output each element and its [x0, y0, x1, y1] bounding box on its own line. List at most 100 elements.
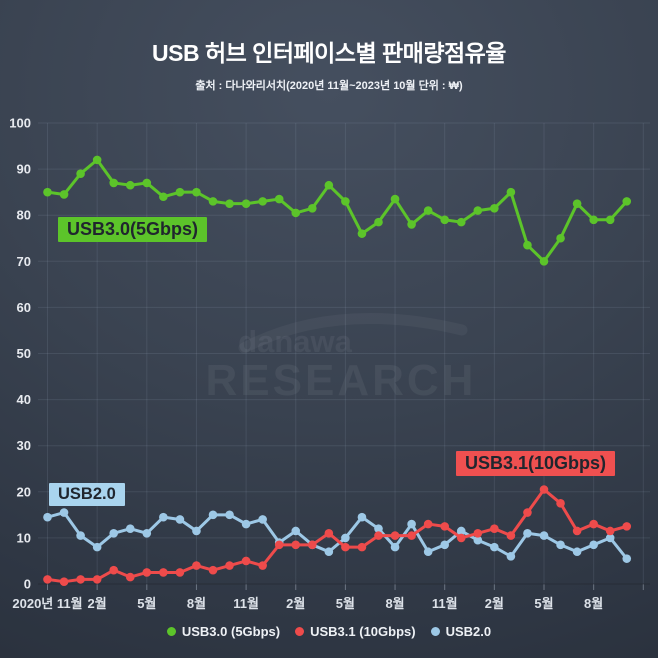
series-usb20-point — [506, 552, 516, 561]
series-usb31-point — [208, 565, 218, 575]
chart-title: USB 허브 인터페이스별 판매량점유율 — [152, 40, 506, 66]
series-usb30-point — [539, 257, 549, 266]
series-usb20-point — [390, 542, 400, 552]
series-usb30-point — [241, 199, 251, 208]
series-usb30-point — [159, 192, 168, 202]
series-usb31-point — [589, 519, 598, 529]
series-usb20-point — [208, 510, 218, 520]
series-usb31-point — [59, 577, 69, 586]
series-usb30-point — [556, 233, 565, 243]
series-usb20-point — [142, 528, 152, 538]
series-usb30-point — [572, 199, 582, 208]
series-usb31-point — [622, 522, 632, 531]
legend-dot-usb30-icon — [166, 627, 176, 636]
series-label-usb20: USB2.0 — [49, 483, 125, 506]
x-axis-tick-label: 5월 — [534, 596, 553, 611]
series-usb30-point — [390, 194, 400, 204]
series-usb20-point — [523, 528, 532, 538]
series-usb20-point — [241, 519, 251, 529]
legend-dot-usb31-icon — [295, 627, 305, 636]
series-usb30 — [43, 155, 632, 266]
series-usb30-point — [109, 178, 118, 188]
series-usb31-point — [341, 542, 350, 552]
series-usb20-point — [324, 547, 334, 557]
series-usb30-point — [374, 217, 383, 227]
series-usb20-point — [374, 524, 383, 533]
series-usb20-point — [225, 510, 234, 520]
series-usb20-point — [43, 512, 52, 522]
series-usb30-point — [423, 206, 433, 215]
series-usb31-point — [473, 528, 483, 538]
series-usb31-point — [241, 556, 251, 566]
series-usb30-point — [175, 187, 185, 197]
y-axis-tick-label: 100 — [9, 116, 31, 131]
series-usb20-point — [556, 540, 565, 550]
series-usb30-point — [142, 178, 152, 188]
series-usb31-point — [192, 561, 201, 570]
series-usb30-point — [59, 190, 69, 199]
legend-label-usb20: USB2.0 — [445, 624, 492, 639]
x-axis-tick-label: 2020년 11월 — [12, 596, 82, 611]
legend: USB3.0 (5Gbps) USB3.1 (10Gbps) USB2.0 — [0, 624, 658, 639]
series-usb30-line — [46, 158, 629, 263]
y-axis-tick-label: 20 — [17, 484, 31, 499]
series-usb31-point — [225, 561, 234, 570]
series-usb20-point — [125, 524, 135, 533]
series-usb30-point — [341, 197, 350, 206]
series-usb30-point — [440, 215, 450, 225]
series-usb20-point — [59, 508, 69, 517]
series-usb20-point — [109, 528, 118, 538]
series-usb30-point — [92, 155, 102, 165]
series-usb31-point — [274, 540, 284, 550]
legend-item-usb30: USB3.0 (5Gbps) — [166, 624, 280, 639]
series-usb30-point — [506, 187, 516, 197]
x-axis-tick-label: 8월 — [584, 596, 603, 611]
legend-dot-usb20-icon — [430, 627, 440, 636]
y-axis-tick-label: 40 — [17, 392, 31, 407]
series-usb30-point — [225, 199, 234, 208]
legend-item-usb20: USB2.0 — [430, 624, 492, 639]
series-usb31-point — [308, 540, 317, 550]
series-usb30-point — [523, 240, 532, 250]
y-axis-tick-label: 10 — [17, 530, 31, 545]
series-usb31-point — [92, 575, 102, 584]
series-usb30-point — [622, 197, 632, 206]
series-usb31-point — [175, 568, 185, 577]
x-axis-tick-label: 2월 — [88, 596, 107, 611]
series-usb20-point — [92, 542, 102, 552]
series-usb31-point — [390, 531, 400, 540]
series-usb30-point — [589, 215, 598, 225]
series-usb30-point — [490, 203, 499, 213]
series-usb31-point — [407, 531, 416, 540]
series-usb30-point — [407, 220, 416, 229]
series-usb20-point — [622, 554, 632, 563]
series-usb31-point — [523, 508, 532, 517]
series-usb31-point — [440, 522, 450, 531]
series-usb20-point — [423, 547, 433, 557]
series-label-usb31: USB3.1(10Gbps) — [456, 451, 616, 476]
x-axis-tick-label: 5월 — [137, 596, 156, 611]
series-usb30-point — [258, 197, 267, 206]
series-usb31-point — [572, 526, 582, 536]
series-label-usb30: USB3.0(5Gbps) — [58, 217, 208, 242]
series-usb20-point — [539, 531, 549, 540]
y-axis-tick-label: 0 — [24, 577, 31, 592]
series-usb30-point — [76, 169, 85, 179]
series-usb20-point — [159, 512, 168, 522]
series-usb30-point — [274, 194, 284, 204]
series-usb31-point — [539, 485, 549, 494]
series-usb20-point — [572, 547, 582, 557]
y-axis-tick-label: 80 — [17, 208, 31, 223]
series-usb31-point — [258, 561, 267, 570]
y-axis-tick-label: 90 — [17, 162, 31, 177]
x-axis-tick-label: 8월 — [385, 596, 404, 611]
legend-label-usb31: USB3.1 (10Gbps) — [310, 624, 416, 639]
x-axis-tick-label: 8월 — [187, 596, 206, 611]
series-usb31-point — [76, 575, 85, 584]
series-usb20-point — [473, 535, 483, 545]
series-usb31-point — [324, 528, 334, 538]
series-usb30-point — [605, 215, 615, 225]
x-axis-tick-label: 2월 — [286, 596, 305, 611]
x-axis-tick-label: 5월 — [336, 596, 355, 611]
